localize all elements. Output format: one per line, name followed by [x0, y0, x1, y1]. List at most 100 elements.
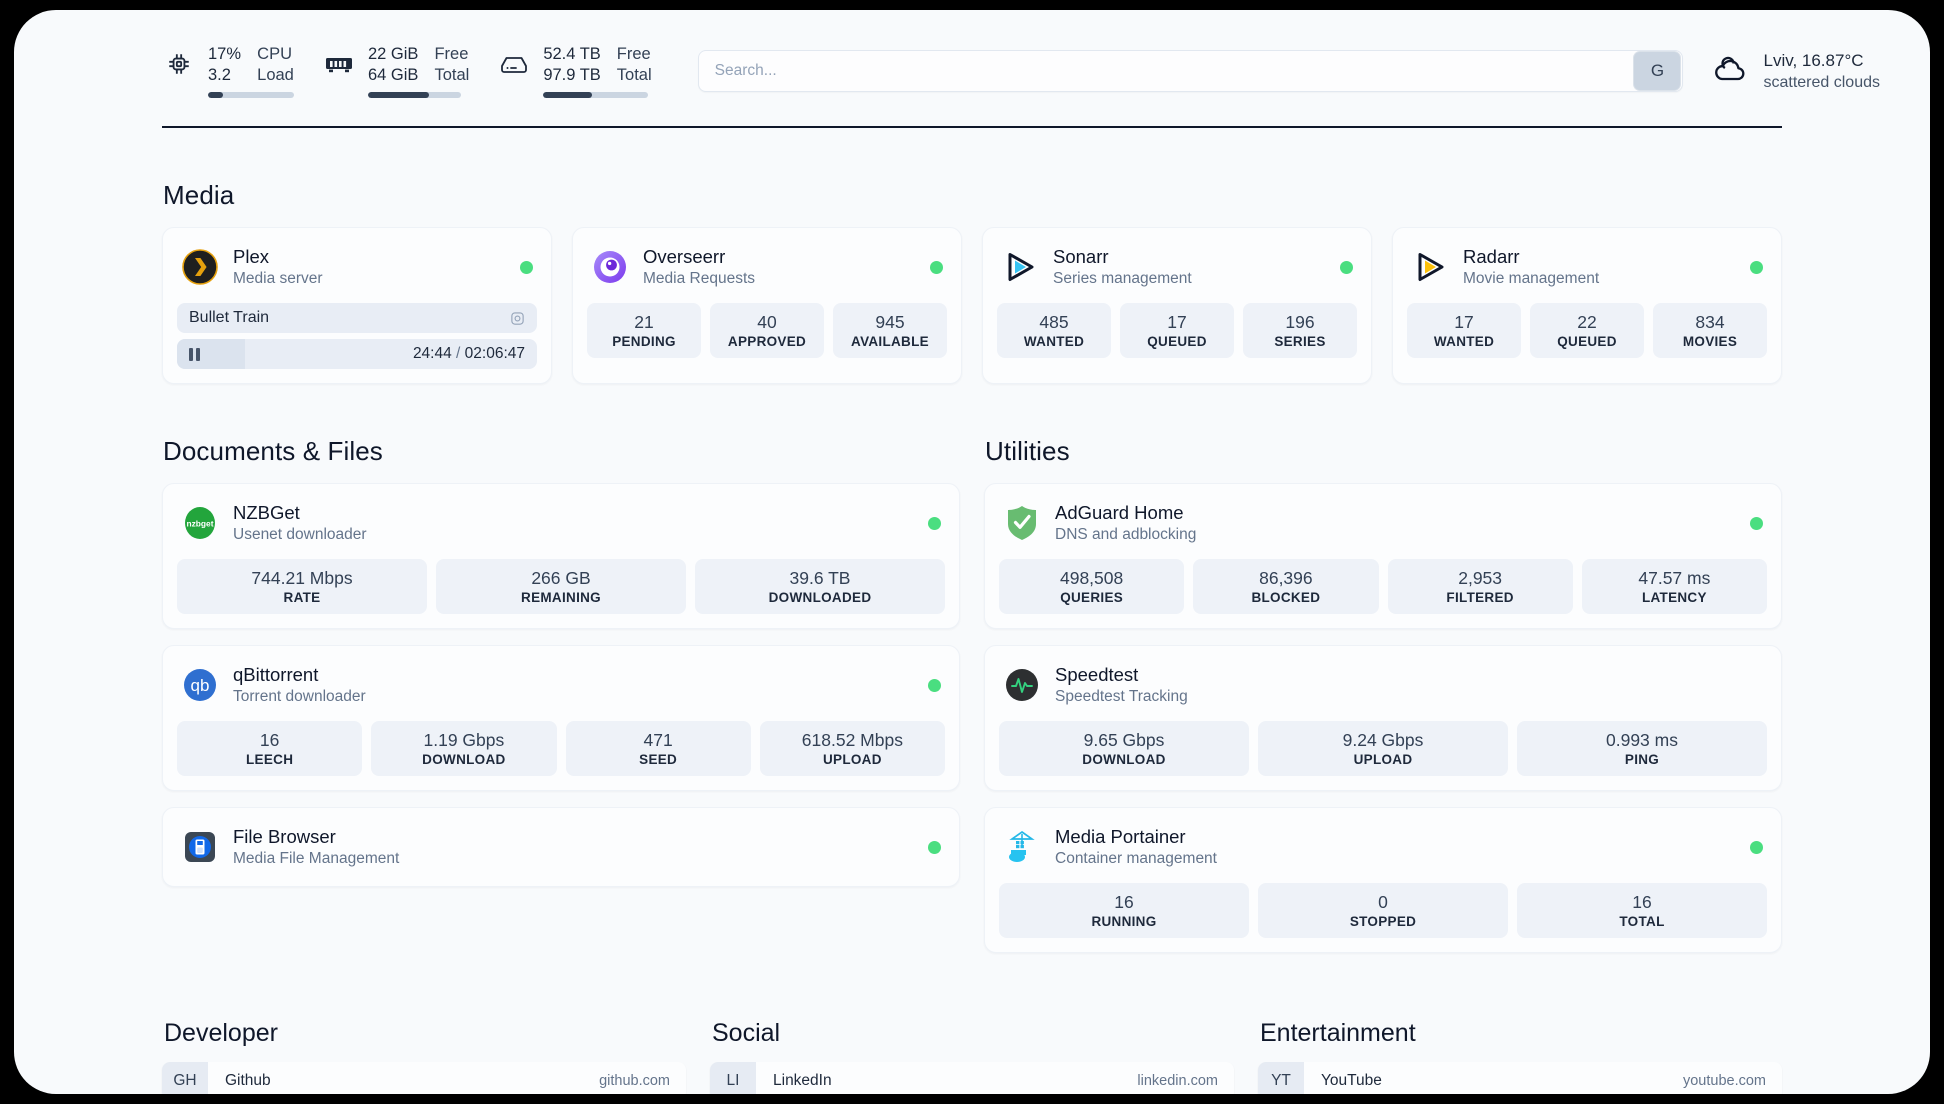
bookmark-name: LinkedIn: [773, 1072, 832, 1089]
stat-key: QUERIES: [1060, 590, 1124, 605]
service-card-overseerr[interactable]: Overseerr Media Requests 21 PENDING 40 A…: [572, 227, 962, 384]
gear-icon[interactable]: [510, 311, 525, 326]
stat-tile: 266 GB REMAINING: [436, 559, 686, 614]
stat-value: 744.21 Mbps: [251, 568, 353, 588]
memory-icon: [322, 44, 356, 84]
bookmark-name: YouTube: [1321, 1072, 1382, 1089]
service-card-filebrowser[interactable]: File Browser Media File Management: [162, 807, 960, 887]
stat-value: 196: [1285, 312, 1315, 332]
disk-stat-module: 52.4 TB Free 97.9 TB Total: [497, 44, 652, 98]
stat-key: DOWNLOADED: [768, 590, 872, 605]
search-input[interactable]: [698, 51, 1634, 91]
stat-value: 9.65 Gbps: [1083, 730, 1165, 750]
service-card-portainer[interactable]: Media Portainer Container management 16 …: [984, 807, 1782, 953]
cpu-stat-module: 17% CPU 3.2 Load: [162, 44, 294, 98]
service-card-radarr[interactable]: Radarr Movie management 17 WANTED 22 QUE…: [1392, 227, 1782, 384]
service-card-adguard[interactable]: AdGuard Home DNS and adblocking 498,508 …: [984, 483, 1782, 629]
stat-key: QUEUED: [1557, 334, 1617, 349]
plex-icon: [181, 248, 219, 286]
bookmark-item[interactable]: GH Github github.com: [162, 1062, 686, 1094]
cpu-usage-label: CPU: [257, 45, 292, 63]
weather-description: scattered clouds: [1763, 73, 1880, 91]
now-playing-progress-row[interactable]: 24:44 / 02:06:47: [177, 339, 537, 369]
weather-widget: Lviv, 16.87°C scattered clouds: [1711, 51, 1896, 92]
stat-row: 9.65 Gbps DOWNLOAD 9.24 Gbps UPLOAD 0.99…: [999, 721, 1767, 776]
service-subtitle: Media File Management: [233, 850, 400, 867]
bookmark-url: linkedin.com: [1137, 1073, 1218, 1089]
service-card-speedtest[interactable]: Speedtest Speedtest Tracking 9.65 Gbps D…: [984, 645, 1782, 791]
stat-tile: 47.57 ms LATENCY: [1581, 559, 1767, 614]
cloud-icon: [1711, 54, 1749, 89]
sonarr-icon: [1001, 248, 1039, 286]
radarr-icon: [1411, 248, 1449, 286]
service-name: AdGuard Home: [1055, 502, 1184, 523]
bookmark-abbr: LI: [710, 1062, 756, 1094]
column-utilities: Utilities AdGuard Home: [984, 384, 1782, 953]
stat-tile: 9.65 Gbps DOWNLOAD: [999, 721, 1249, 776]
status-indicator: [928, 840, 941, 854]
stat-value: 40: [757, 312, 777, 332]
media-card-grid: Plex Media server Bullet Train: [162, 227, 1782, 384]
service-subtitle: Movie management: [1463, 270, 1600, 287]
bookmark-item[interactable]: LI LinkedIn linkedin.com: [710, 1062, 1234, 1094]
service-name: qBittorrent: [233, 664, 319, 685]
stat-key: SEED: [639, 752, 678, 767]
bookmark-group-title: Entertainment: [1260, 1019, 1416, 1047]
nzbget-icon: nzbget: [181, 504, 219, 542]
service-card-nzbget[interactable]: nzbget NZBGet Usenet downloader 74: [162, 483, 960, 629]
cpu-load-label: Load: [257, 66, 294, 84]
service-card-sonarr[interactable]: Sonarr Series management 485 WANTED 17 Q…: [982, 227, 1372, 384]
filebrowser-icon: [181, 828, 219, 866]
search-engine-button[interactable]: G: [1633, 51, 1682, 91]
stat-value: 945: [875, 312, 905, 332]
bookmark-url: github.com: [599, 1073, 670, 1089]
section-title-media: Media: [163, 180, 235, 210]
search-box[interactable]: G: [697, 50, 1684, 92]
stat-value: 22: [1577, 312, 1597, 332]
stat-key: FILTERED: [1446, 590, 1514, 605]
qbittorrent-icon: qb: [181, 666, 219, 704]
stat-key: PING: [1624, 752, 1660, 767]
svg-text:nzbget: nzbget: [187, 519, 214, 529]
stat-key: RATE: [283, 590, 321, 605]
service-subtitle: Media server: [233, 270, 323, 287]
stat-value: 1.19 Gbps: [423, 730, 505, 750]
svg-text:qb: qb: [191, 676, 210, 695]
service-card-plex[interactable]: Plex Media server Bullet Train: [162, 227, 552, 384]
now-playing-title: Bullet Train: [189, 309, 270, 326]
service-subtitle: Media Requests: [643, 270, 756, 287]
stat-key: DOWNLOAD: [422, 752, 506, 767]
stat-tile: 945 AVAILABLE: [833, 303, 947, 358]
stat-tile: 485 WANTED: [997, 303, 1111, 358]
stat-row: 485 WANTED 17 QUEUED 196 SERIES: [997, 303, 1357, 358]
stat-value: 834: [1695, 312, 1725, 332]
memory-total-label: Total: [434, 66, 470, 84]
service-subtitle: Container management: [1055, 850, 1217, 867]
service-card-qbittorrent[interactable]: qb qBittorrent Torrent downloader: [162, 645, 960, 791]
header-divider: [162, 126, 1782, 128]
bookmark-name: Github: [225, 1072, 271, 1089]
bookmark-group-entertainment: Entertainment YT YouTube youtube.com NF …: [1258, 1019, 1782, 1094]
stat-key: RUNNING: [1091, 914, 1157, 929]
stat-value: 17: [1454, 312, 1474, 332]
stat-value: 471: [643, 730, 673, 750]
status-indicator: [1750, 840, 1763, 854]
stat-key: LATENCY: [1641, 590, 1707, 605]
pause-icon[interactable]: [189, 347, 200, 361]
status-indicator: [1750, 260, 1763, 274]
stat-key: DOWNLOAD: [1082, 752, 1166, 767]
stat-value: 9.24 Gbps: [1342, 730, 1424, 750]
stat-key: QUEUED: [1147, 334, 1207, 349]
stat-key: WANTED: [1433, 334, 1495, 349]
stat-tile: 16 TOTAL: [1517, 883, 1767, 938]
stat-key: PENDING: [612, 334, 676, 349]
stat-tile: 17 QUEUED: [1120, 303, 1234, 358]
stat-tile: 16 LEECH: [177, 721, 363, 776]
stat-row: 16 RUNNING 0 STOPPED 16 TOTAL: [999, 883, 1767, 938]
stat-key: BLOCKED: [1251, 590, 1321, 605]
stat-row: 16 LEECH 1.19 Gbps DOWNLOAD 471 SEED: [177, 721, 945, 776]
stat-value: 21: [634, 312, 654, 332]
now-playing-title-row[interactable]: Bullet Train: [177, 303, 537, 333]
now-playing-time: 24:44 / 02:06:47: [412, 345, 525, 362]
bookmark-item[interactable]: YT YouTube youtube.com: [1258, 1062, 1782, 1094]
